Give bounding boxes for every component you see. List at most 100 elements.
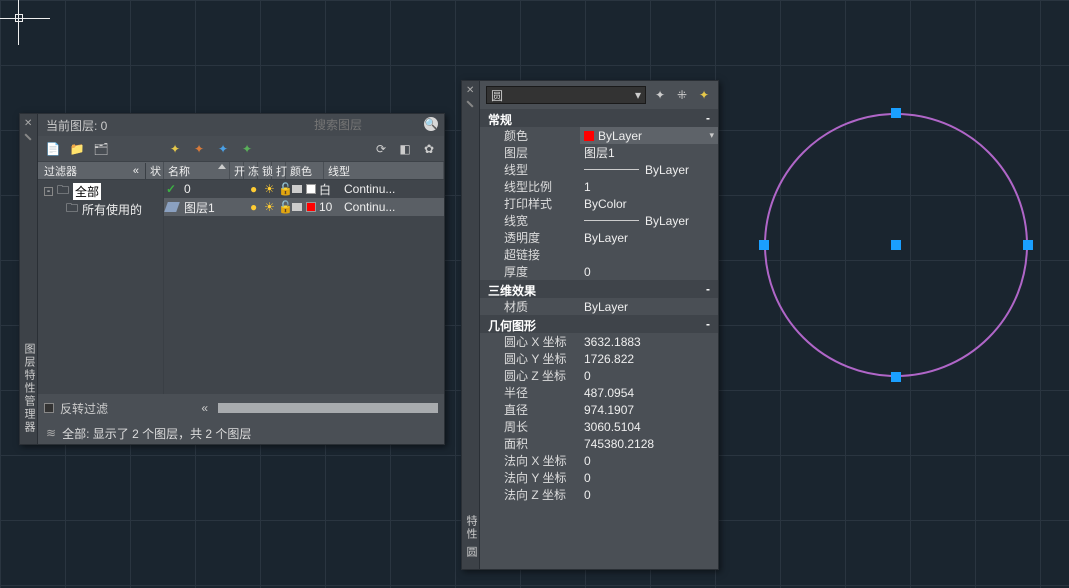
- group-3d[interactable]: 三维效果-: [480, 280, 718, 298]
- linetype-cell[interactable]: Continu...: [342, 182, 444, 196]
- new-layer-icon[interactable]: ✦: [168, 142, 182, 156]
- prop-row-cx[interactable]: 圆心 X 坐标3632.1883: [480, 333, 718, 350]
- collapse-icon[interactable]: -: [706, 317, 710, 331]
- prop-row-radius[interactable]: 半径487.0954: [480, 384, 718, 401]
- sun-icon[interactable]: ☀: [264, 182, 275, 196]
- status-text: 全部: 显示了 2 个图层，共 2 个图层: [62, 425, 251, 442]
- color-swatch[interactable]: [306, 184, 316, 194]
- prop-row-color[interactable]: 颜色ByLayer▾: [480, 127, 718, 144]
- prop-panel-title: 特性 圆: [463, 515, 479, 559]
- tree-all-used[interactable]: 🗀 所有使用的: [38, 200, 163, 218]
- collapse-icon[interactable]: -: [706, 282, 710, 296]
- layer-state-icon: [164, 202, 180, 212]
- printer-icon[interactable]: [292, 185, 302, 193]
- properties-panel: ✕ 特性 圆 圆 ▾ ✦ ⁜ ✦ 常规- 颜色ByLayer▾ 图层图层1 线型…: [461, 80, 719, 570]
- dropdown-icon[interactable]: ▾: [709, 130, 714, 141]
- filter-collapse-chev[interactable]: «: [133, 165, 139, 177]
- object-type-select[interactable]: 圆 ▾: [486, 86, 646, 104]
- new-layer-vp-icon[interactable]: ✦: [192, 142, 206, 156]
- horizontal-scrollbar[interactable]: [218, 403, 438, 413]
- prop-row-linetype[interactable]: 线型ByLayer: [480, 161, 718, 178]
- collapse-chev[interactable]: «: [201, 401, 208, 415]
- settings-icon[interactable]: ✿: [422, 142, 436, 156]
- col-state[interactable]: 状: [146, 162, 164, 179]
- prop-row-diameter[interactable]: 直径974.1907: [480, 401, 718, 418]
- filter-tree: - 🗀 全部 🗀 所有使用的: [38, 180, 164, 394]
- prop-row-nz[interactable]: 法向 Z 坐标0: [480, 486, 718, 503]
- layer-name[interactable]: 0: [182, 182, 248, 196]
- new-filter-icon[interactable]: 📄: [46, 142, 60, 156]
- search-icon[interactable]: 🔍: [424, 117, 438, 131]
- prop-row-transparency[interactable]: 透明度ByLayer: [480, 229, 718, 246]
- prop-panel-titlebar[interactable]: ✕ 特性 圆: [462, 81, 480, 569]
- linetype-cell[interactable]: Continu...: [342, 200, 444, 214]
- invert-filter-checkbox[interactable]: [44, 403, 54, 413]
- filter-column-header[interactable]: 过滤器 «: [38, 163, 146, 179]
- col-linetype[interactable]: 线型: [324, 162, 444, 179]
- close-icon[interactable]: ✕: [24, 118, 32, 129]
- pin-icon[interactable]: [24, 133, 31, 140]
- pin-icon[interactable]: [466, 100, 473, 107]
- layer-name[interactable]: 图层1: [182, 199, 248, 216]
- grip-right[interactable]: [1023, 240, 1033, 250]
- current-check-icon: ✓: [166, 182, 176, 196]
- grip-center[interactable]: [891, 240, 901, 250]
- group-geometry[interactable]: 几何图形-: [480, 315, 718, 333]
- prop-row-plotstyle[interactable]: 打印样式ByColor: [480, 195, 718, 212]
- prop-row-hyperlink[interactable]: 超链接: [480, 246, 718, 263]
- tree-all-label: 全部: [73, 183, 101, 200]
- prop-row-material[interactable]: 材质ByLayer: [480, 298, 718, 315]
- prop-row-lineweight[interactable]: 线宽ByLayer: [480, 212, 718, 229]
- search-layer-input[interactable]: [314, 117, 414, 133]
- grip-bottom[interactable]: [891, 372, 901, 382]
- states-icon[interactable]: 🗂: [94, 142, 108, 156]
- quick-select-icon[interactable]: ✦: [652, 87, 668, 103]
- prop-row-area[interactable]: 面积745380.2128: [480, 435, 718, 452]
- new-group-icon[interactable]: 📁: [70, 142, 84, 156]
- sun-icon[interactable]: ☀: [264, 200, 275, 214]
- delete-layer-icon[interactable]: ✦: [216, 142, 230, 156]
- group-general[interactable]: 常规-: [480, 109, 718, 127]
- tree-all[interactable]: - 🗀 全部: [38, 182, 163, 200]
- bulb-icon[interactable]: ●: [250, 182, 257, 196]
- col-name[interactable]: 名称: [164, 162, 230, 179]
- refresh-icon[interactable]: ⟳: [374, 142, 388, 156]
- col-freeze[interactable]: 冻: [244, 162, 258, 179]
- layer-panel-titlebar[interactable]: ✕ 图层特性管理器: [20, 114, 38, 444]
- prop-row-thickness[interactable]: 厚度0: [480, 263, 718, 280]
- col-print[interactable]: 打: [272, 162, 286, 179]
- prop-row-circumference[interactable]: 周长3060.5104: [480, 418, 718, 435]
- prop-row-cz[interactable]: 圆心 Z 坐标0: [480, 367, 718, 384]
- tree-all-used-label: 所有使用的: [82, 201, 142, 218]
- prop-body: 常规- 颜色ByLayer▾ 图层图层1 线型ByLayer 线型比例1 打印样…: [480, 109, 718, 569]
- prop-row-ltscale[interactable]: 线型比例1: [480, 178, 718, 195]
- color-name: 白: [319, 181, 331, 198]
- col-color[interactable]: 颜色: [286, 162, 324, 179]
- color-swatch: [584, 131, 594, 141]
- prop-row-ny[interactable]: 法向 Y 坐标0: [480, 469, 718, 486]
- prop-row-cy[interactable]: 圆心 Y 坐标1726.822: [480, 350, 718, 367]
- printer-icon[interactable]: [292, 203, 302, 211]
- layer-header: 当前图层: 0 🔍: [38, 114, 444, 136]
- bulb-icon[interactable]: ●: [250, 200, 257, 214]
- pickadd-icon[interactable]: ✦: [696, 87, 712, 103]
- layer-list: ✓ 0 ● ☀ 🔓 白 Continu... 图层1 ● ☀ 🔓 10 Cont…: [164, 180, 444, 394]
- prop-row-nx[interactable]: 法向 X 坐标0: [480, 452, 718, 469]
- prop-row-layer[interactable]: 图层图层1: [480, 144, 718, 161]
- close-icon[interactable]: ✕: [466, 85, 474, 96]
- select-obj-icon[interactable]: ⁜: [674, 87, 690, 103]
- color-swatch[interactable]: [306, 202, 316, 212]
- toggle-icon[interactable]: ◧: [398, 142, 412, 156]
- set-current-icon[interactable]: ✦: [240, 142, 254, 156]
- layer-row[interactable]: 图层1 ● ☀ 🔓 10 Continu...: [164, 198, 444, 216]
- status-icon: ≋: [46, 426, 56, 440]
- collapse-icon[interactable]: -: [706, 111, 710, 125]
- layer-row[interactable]: ✓ 0 ● ☀ 🔓 白 Continu...: [164, 180, 444, 198]
- grip-left[interactable]: [759, 240, 769, 250]
- dropdown-icon: ▾: [635, 88, 641, 102]
- layer-properties-panel: ✕ 图层特性管理器 当前图层: 0 🔍 📄 📁 🗂 ✦ ✦ ✦ ✦ ⟳ ◧ ✿ …: [19, 113, 445, 445]
- col-lock[interactable]: 锁: [258, 162, 272, 179]
- grip-top[interactable]: [891, 108, 901, 118]
- col-on[interactable]: 开: [230, 162, 244, 179]
- layer-footer-controls: 反转过滤 «: [38, 394, 444, 422]
